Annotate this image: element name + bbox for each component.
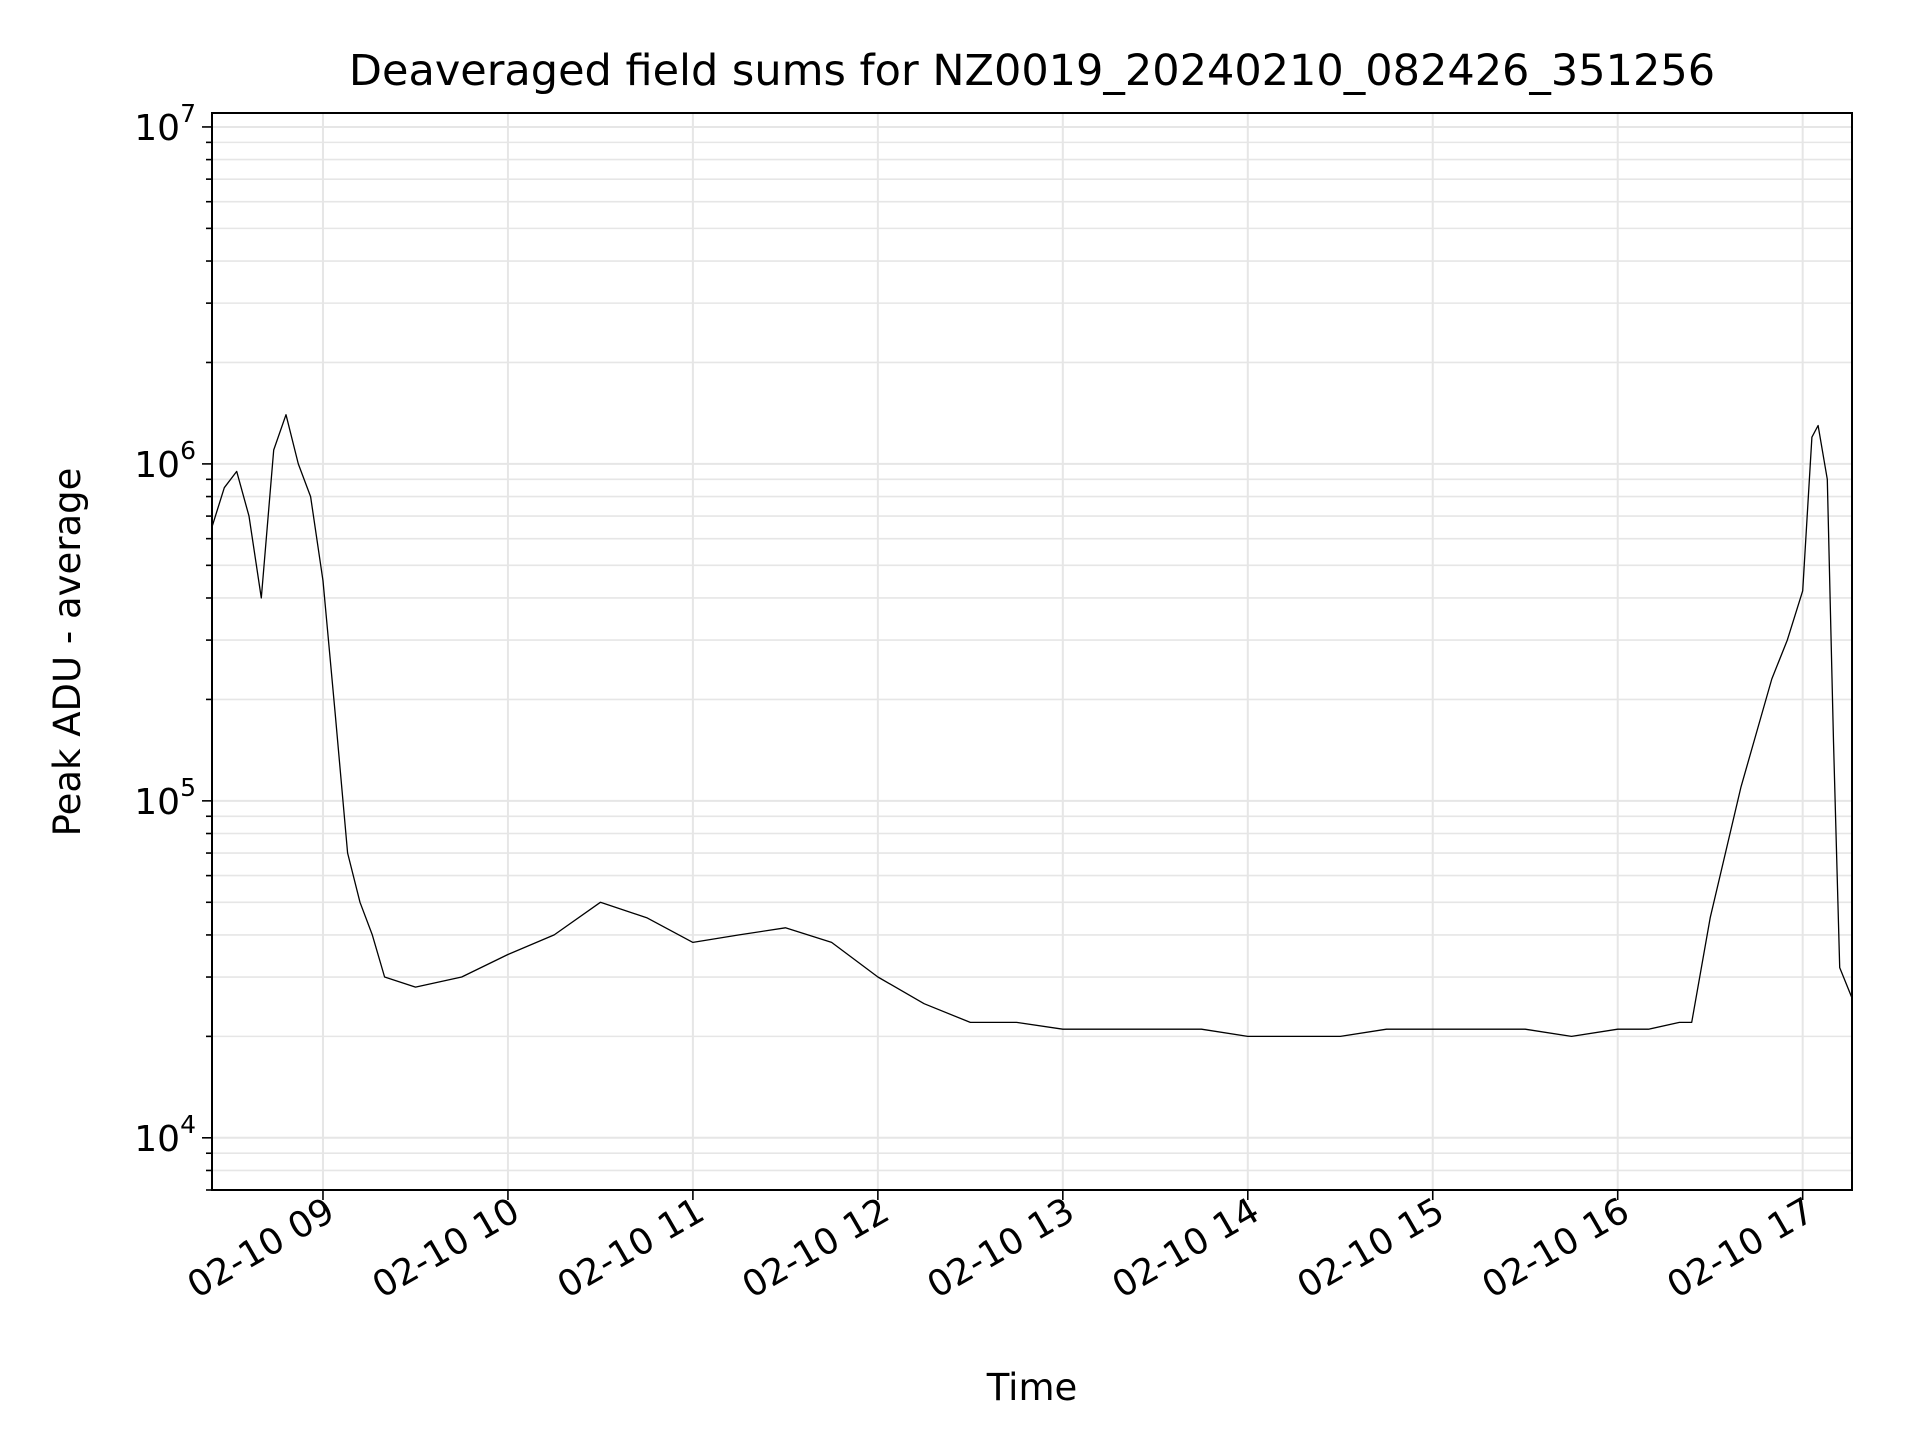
- plot-frame: [211, 112, 1853, 1191]
- x-tick-label: 02-10 09: [181, 1190, 342, 1306]
- series-line: [212, 414, 1852, 1038]
- x-tick-label: 02-10 15: [1291, 1190, 1452, 1306]
- y-tick-base: 10: [134, 445, 180, 486]
- y-tick-exponent: 6: [180, 436, 196, 465]
- x-tick-label: 02-10 13: [921, 1190, 1082, 1306]
- chart-title: Deaveraged field sums for NZ0019_2024021…: [349, 46, 1715, 96]
- x-tick-label: 02-10 17: [1661, 1190, 1822, 1306]
- y-tick-exponent: 4: [180, 1110, 196, 1139]
- y-tick-base: 10: [134, 782, 180, 823]
- x-tick-label: 02-10 11: [551, 1190, 712, 1306]
- y-tick-base: 10: [134, 108, 180, 149]
- x-tick-label: 02-10 14: [1106, 1190, 1267, 1306]
- x-axis: 02-10 09 02-10 10 02-10 11 02-10 12 02-10 13…: [181, 1190, 1821, 1307]
- y-tick-label: 107: [134, 99, 196, 149]
- x-tick-label: 02-10 16: [1476, 1190, 1637, 1306]
- y-tick-label: 105: [134, 773, 196, 823]
- x-axis-label: Time: [986, 1366, 1078, 1409]
- x-tick-label: 02-10 10: [366, 1190, 527, 1306]
- y-tick-exponent: 5: [180, 773, 196, 802]
- x-tick-label: 02-10 12: [736, 1190, 897, 1306]
- y-tick-label: 106: [134, 436, 196, 486]
- grid: [212, 113, 1852, 1191]
- y-tick-exponent: 7: [180, 99, 196, 128]
- y-tick-label: 104: [134, 1110, 196, 1160]
- y-axis-label: Peak ADU - average: [46, 468, 89, 837]
- y-tick-base: 10: [134, 1119, 180, 1160]
